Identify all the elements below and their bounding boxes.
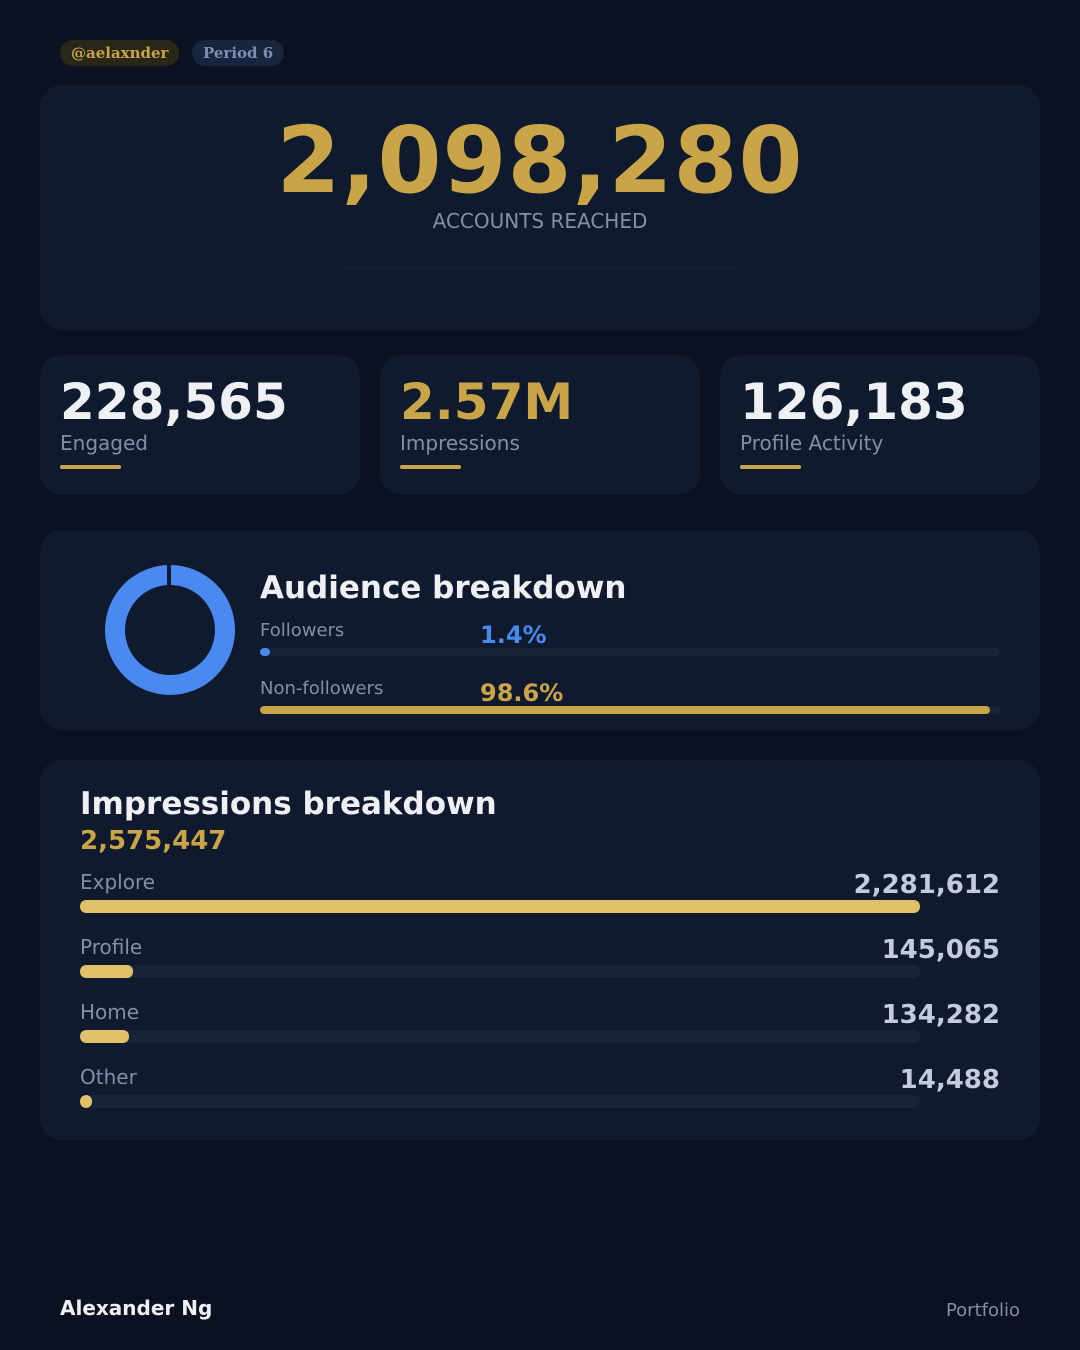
impression-source-value: 2,281,612 (853, 870, 1000, 900)
followers-value: 1.4% (480, 621, 547, 649)
impression-source-bar-fill (80, 965, 134, 978)
audience-donut (105, 564, 235, 695)
followers-bar (260, 648, 1000, 656)
impression-source-bar-fill (80, 1030, 130, 1043)
impression-source-bar (80, 1095, 920, 1108)
stat-label: Engaged (60, 431, 148, 455)
impression-source-label: Other (80, 1065, 137, 1089)
accounts-reached-label: ACCOUNTS REACHED (432, 209, 648, 233)
footer-name: Alexander Ng (60, 1296, 213, 1320)
stat-underline (740, 465, 801, 469)
nonfollowers-bar-fill (260, 706, 990, 714)
nonfollowers-label: Non-followers (260, 678, 384, 699)
impression-source-value: 14,488 (899, 1065, 1000, 1095)
impression-source-bar (80, 900, 920, 913)
accounts-reached-value: 2,098,280 (276, 107, 804, 214)
stat-value: 2.57M (400, 373, 574, 431)
stat-label: Impressions (400, 431, 520, 455)
stat-card-profile-activity: 126,183 Profile Activity (720, 355, 1040, 495)
impression-source-bar-fill (80, 1095, 92, 1108)
impressions-total: 2,575,447 (80, 826, 227, 856)
stat-card-impressions: 2.57M Impressions (380, 355, 700, 495)
stat-value: 228,565 (60, 373, 288, 431)
followers-bar-fill (260, 648, 271, 656)
stat-underline (60, 465, 121, 469)
impression-source-label: Profile (80, 935, 143, 959)
stat-card-engaged: 228,565 Engaged (40, 355, 360, 495)
donut-gap (167, 564, 171, 586)
stat-value: 126,183 (740, 373, 968, 431)
impression-source-label: Explore (80, 870, 156, 894)
impression-source-bar-fill (80, 900, 920, 913)
impressions-card: Impressions breakdown 2,575,447 Explore … (40, 760, 1040, 1140)
nonfollowers-value: 98.6% (480, 679, 564, 707)
impressions-title: Impressions breakdown (80, 786, 497, 822)
audience-title: Audience breakdown (260, 570, 627, 606)
nonfollowers-bar (260, 706, 1000, 714)
followers-label: Followers (260, 620, 345, 641)
divider (345, 268, 735, 269)
stat-label: Profile Activity (740, 431, 884, 455)
donut-nonfollowers (105, 565, 235, 695)
impression-source-bar (80, 965, 920, 978)
stat-underline (400, 465, 461, 469)
impression-source-value: 145,065 (881, 935, 1000, 965)
period-badge: Period 6 (192, 40, 285, 66)
impression-source-bar (80, 1030, 920, 1043)
audience-card: Audience breakdown Followers 1.4% Non-fo… (40, 530, 1040, 730)
impression-source-label: Home (80, 1000, 140, 1024)
impression-source-value: 134,282 (881, 1000, 1000, 1030)
hero-card: 2,098,280 ACCOUNTS REACHED (40, 85, 1040, 330)
handle-badge: @aelaxnder (60, 40, 180, 66)
portfolio-link[interactable]: Portfolio (945, 1300, 1020, 1321)
